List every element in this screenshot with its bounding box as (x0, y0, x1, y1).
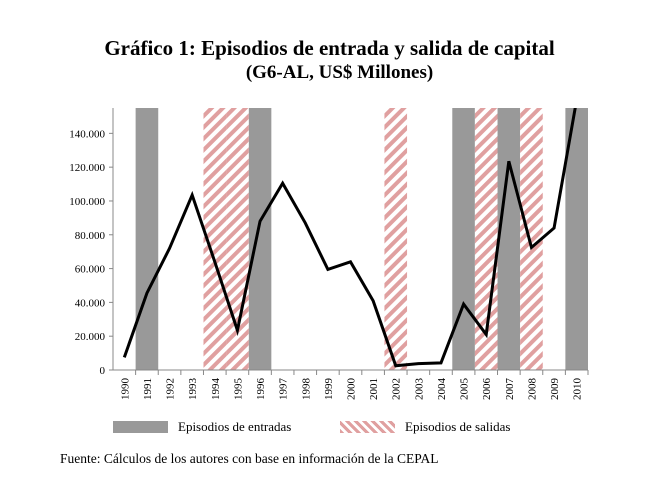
x-tick-label: 1998 (300, 378, 312, 401)
band-salida-2006 (474, 108, 498, 370)
legend-swatch-entradas (113, 421, 168, 433)
x-tick-label: 1991 (142, 378, 154, 400)
series-line (122, 108, 577, 368)
x-tick-label: 2006 (481, 378, 493, 401)
x-tick-label: 2009 (549, 378, 561, 401)
band-salida-1994 (203, 108, 227, 370)
y-tick-label: 80.000 (75, 230, 106, 242)
y-tick-label: 140.000 (69, 128, 105, 140)
chart-subtitle: (G6-AL, US$ Millones) (245, 62, 434, 83)
chart-title: Gráfico 1: Episodios de entrada y salida… (104, 36, 555, 60)
band-salida-2008 (520, 108, 543, 370)
legend-salidas: Episodios de salidas (340, 419, 510, 435)
source-note: Fuente: Cálculos de los autores con base… (60, 451, 439, 466)
band-entrada-2010 (565, 108, 588, 370)
band-entrada-2007 (497, 108, 521, 370)
y-tick-label: 0 (100, 365, 106, 377)
legend-entradas: Episodios de entradas (113, 419, 291, 435)
x-tick-label: 1999 (323, 378, 335, 401)
x-tick-label: 2000 (346, 378, 358, 401)
x-tick-label: 2003 (413, 378, 425, 401)
band-entrada-1991 (135, 108, 159, 370)
x-tick-label: 1995 (232, 378, 244, 401)
band-entrada-2005 (452, 108, 475, 370)
x-tick-label: 1992 (165, 378, 177, 400)
y-tick-label: 100.000 (69, 196, 105, 208)
x-tick-label: 1996 (255, 378, 267, 401)
x-tick-label: 1993 (187, 378, 199, 401)
legend-label-entradas: Episodios de entradas (178, 419, 292, 434)
x-tick-label: 2002 (391, 378, 403, 400)
x-tick-label: 1994 (210, 378, 222, 401)
x-tick-label: 2008 (526, 378, 538, 401)
x-tick-label: 2007 (504, 378, 516, 401)
x-tick-label: 1997 (278, 378, 290, 401)
x-tick-label: 1990 (119, 378, 131, 401)
y-tick-label: 120.000 (69, 162, 105, 174)
legend-label-salidas: Episodios de salidas (405, 419, 511, 434)
x-tick-label: 2010 (572, 378, 584, 401)
y-tick-label: 40.000 (75, 297, 106, 309)
x-tick-label: 2005 (459, 378, 471, 401)
legend-swatch-salidas (340, 421, 395, 433)
band-entrada-1996 (248, 108, 272, 370)
x-tick-label: 2001 (368, 378, 380, 400)
x-tick-label: 2004 (436, 378, 448, 401)
y-tick-label: 60.000 (75, 264, 106, 276)
y-tick-label: 20.000 (75, 331, 106, 343)
band-salida-2002 (384, 108, 408, 370)
